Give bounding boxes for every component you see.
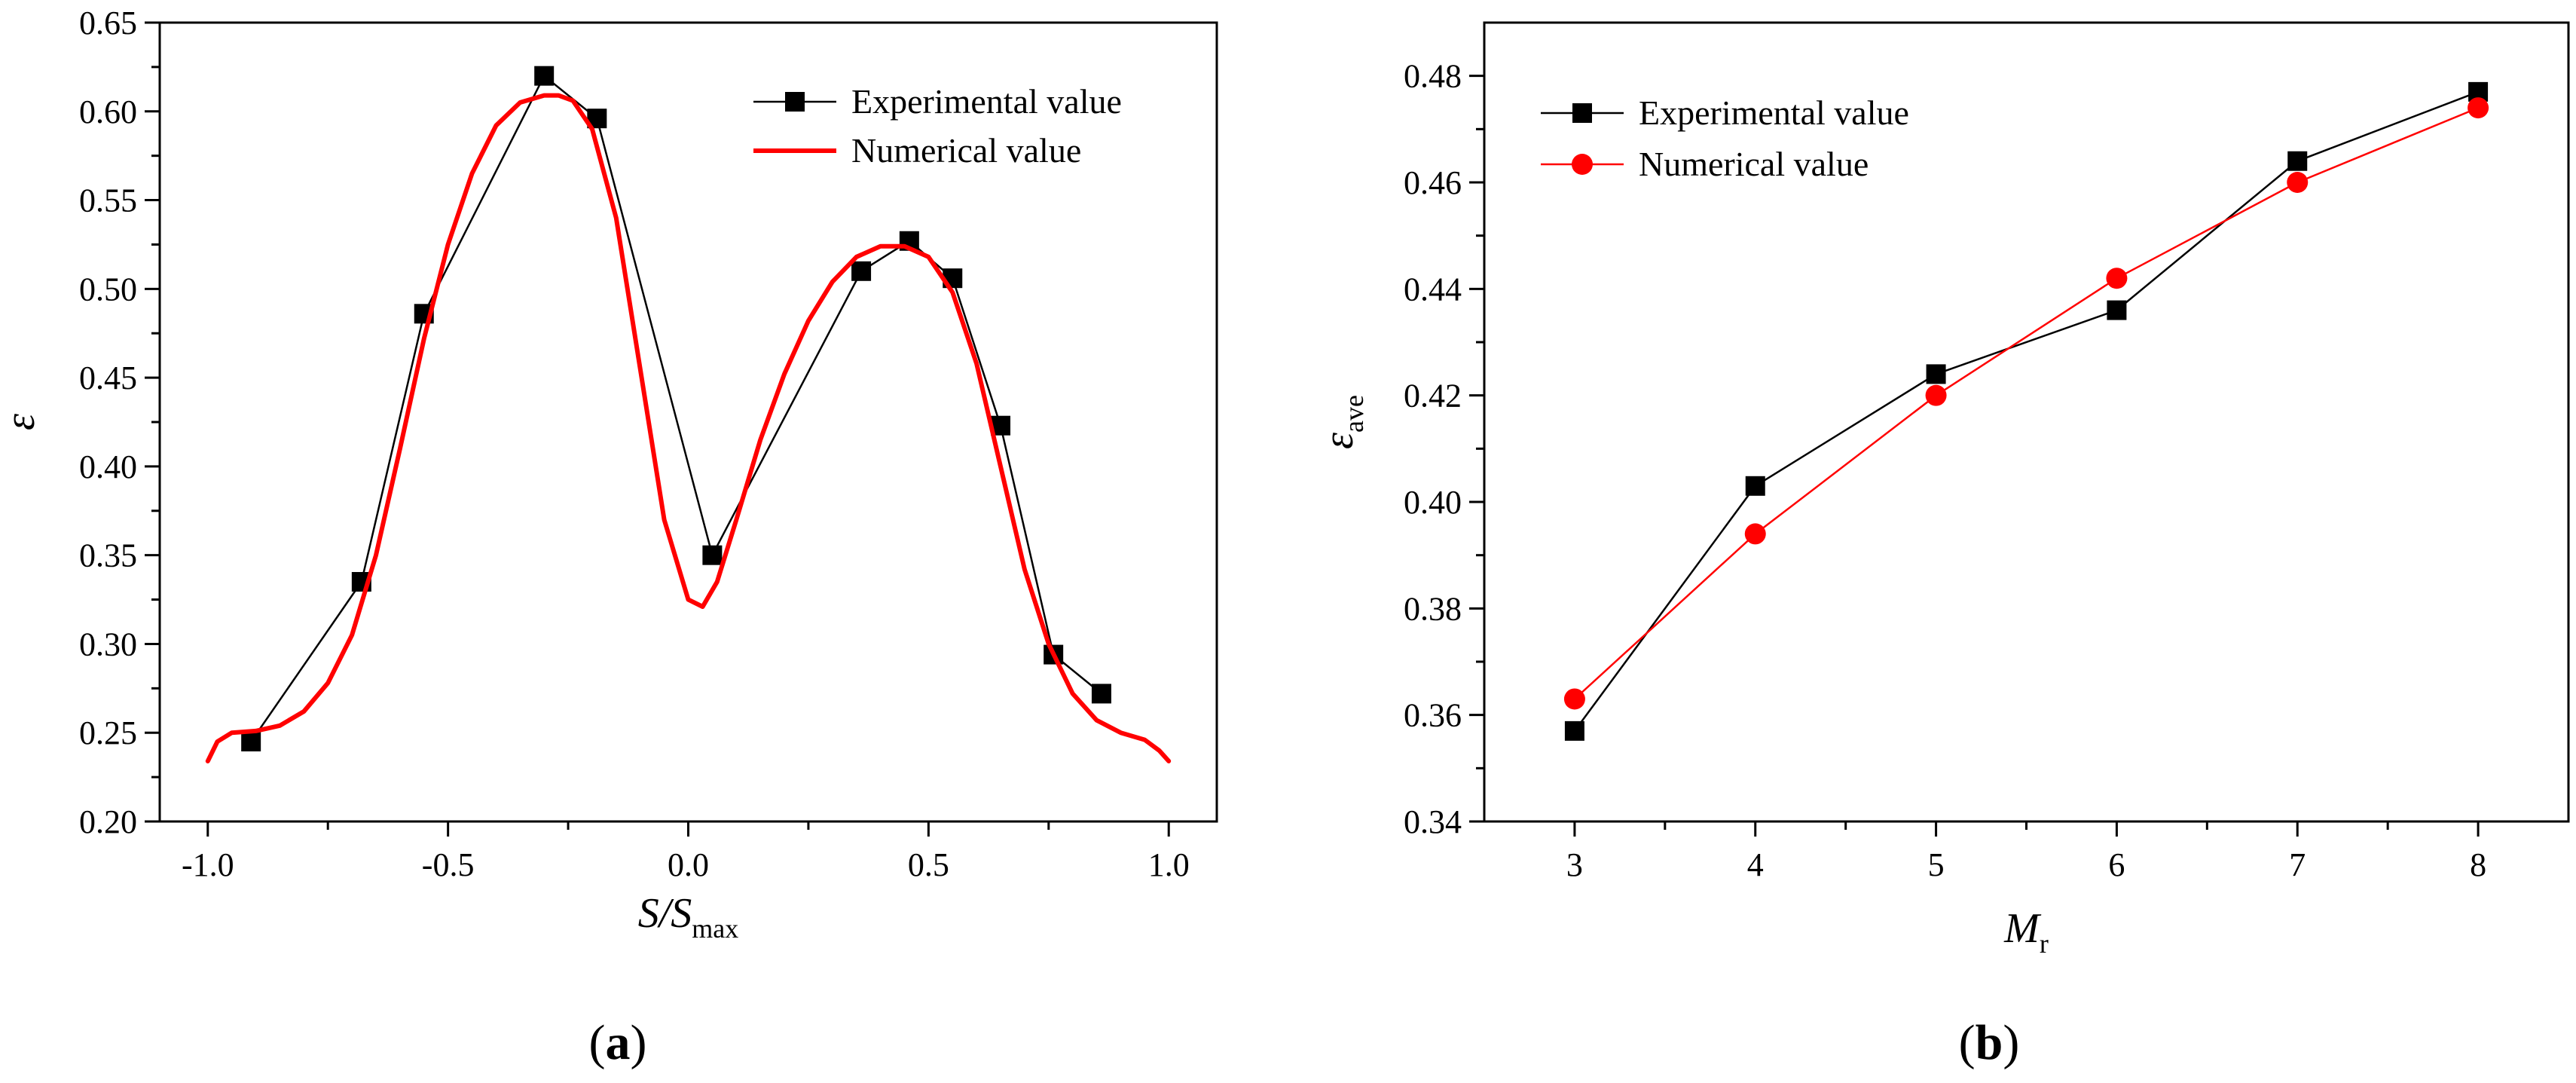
- y-tick-label: 0.55: [79, 182, 137, 219]
- y-tick-label: 0.44: [1404, 271, 1462, 307]
- data-point-experimental: [1091, 684, 1111, 704]
- chart-panel-b: 3 4 5 6 7 8 0.34 0.36 0.38 0.40 0.42 0.44 0.46 0.48 Ex…: [1316, 21, 2570, 1070]
- y-tick-label: 0.65: [79, 5, 137, 41]
- y-tick-label: 0.50: [79, 271, 137, 307]
- data-point-numerical: [1563, 688, 1585, 710]
- x-tick-label: 1.0: [1148, 846, 1190, 883]
- y-tick-label: 0.38: [1404, 590, 1462, 627]
- y-axis-label: εave: [1316, 395, 1369, 449]
- data-point-experimental: [702, 545, 723, 565]
- chart-panel-a: -1.0 -0.5 0.0 0.5 1.0 0.20 0.25 0.30 0.35 0.40 0.4…: [0, 5, 1218, 1070]
- x-tick-label: 8: [2470, 846, 2486, 883]
- y-tick-label: 0.60: [79, 93, 137, 130]
- legend-label: Numerical value: [1639, 145, 1869, 183]
- y-tick-label: 0.40: [79, 448, 137, 485]
- y-tick-label: 0.35: [79, 537, 137, 574]
- x-axis-label: S/Smax: [638, 890, 739, 944]
- x-tick-label: 5: [1928, 846, 1945, 883]
- y-tick-label: 0.45: [79, 359, 137, 396]
- data-point-experimental: [534, 66, 555, 86]
- data-point-experimental: [1564, 720, 1584, 741]
- data-point-numerical: [1925, 384, 1947, 406]
- panel-label: (b): [1959, 1015, 2020, 1070]
- series-line-numerical: [1573, 106, 2480, 700]
- plot-frame: [1483, 21, 2570, 823]
- data-point-experimental: [2287, 151, 2308, 171]
- x-tick-label: 3: [1566, 846, 1583, 883]
- x-axis-label: Mr: [2003, 905, 2049, 959]
- y-tick-label: 0.34: [1404, 803, 1462, 840]
- legend-label: Experimental value: [851, 82, 1122, 121]
- x-tick-label: 4: [1747, 846, 1764, 883]
- series-line-experimental: [249, 75, 1103, 743]
- y-tick-label: 0.40: [1404, 484, 1462, 521]
- data-point-experimental: [241, 732, 261, 751]
- x-tick-label: 0.5: [908, 846, 949, 883]
- y-tick-label: 0.36: [1404, 697, 1462, 734]
- data-point-experimental: [2107, 300, 2127, 320]
- series-line-numerical: [205, 93, 1172, 763]
- x-tick-label: -0.5: [422, 846, 475, 883]
- legend-marker: [785, 92, 805, 112]
- y-tick-label: 0.48: [1404, 58, 1462, 95]
- legend-label: Experimental value: [1639, 93, 1909, 132]
- x-tick-label: 7: [2289, 846, 2306, 883]
- y-axis-label: ε: [0, 413, 44, 430]
- data-point-experimental: [851, 261, 872, 281]
- legend-marker: [1572, 154, 1593, 175]
- panel-label: (a): [589, 1015, 647, 1070]
- y-tick-label: 0.20: [79, 803, 137, 840]
- x-tick-label: 0.0: [668, 846, 709, 883]
- x-tick-label: -1.0: [182, 846, 234, 883]
- y-tick-label: 0.25: [79, 714, 137, 751]
- y-tick-label: 0.42: [1404, 378, 1462, 415]
- data-point-numerical: [1744, 523, 1766, 545]
- legend-marker: [1572, 103, 1592, 123]
- data-point-numerical: [2106, 268, 2128, 289]
- y-tick-label: 0.46: [1404, 164, 1462, 201]
- series-line-experimental: [1573, 90, 2480, 733]
- data-point-experimental: [1926, 364, 1946, 384]
- data-point-experimental: [1745, 476, 1765, 496]
- data-point-numerical: [2468, 97, 2489, 119]
- legend-label: Numerical value: [851, 131, 1081, 170]
- x-tick-label: 6: [2108, 846, 2125, 883]
- data-point-numerical: [2287, 172, 2309, 193]
- y-tick-label: 0.30: [79, 626, 137, 662]
